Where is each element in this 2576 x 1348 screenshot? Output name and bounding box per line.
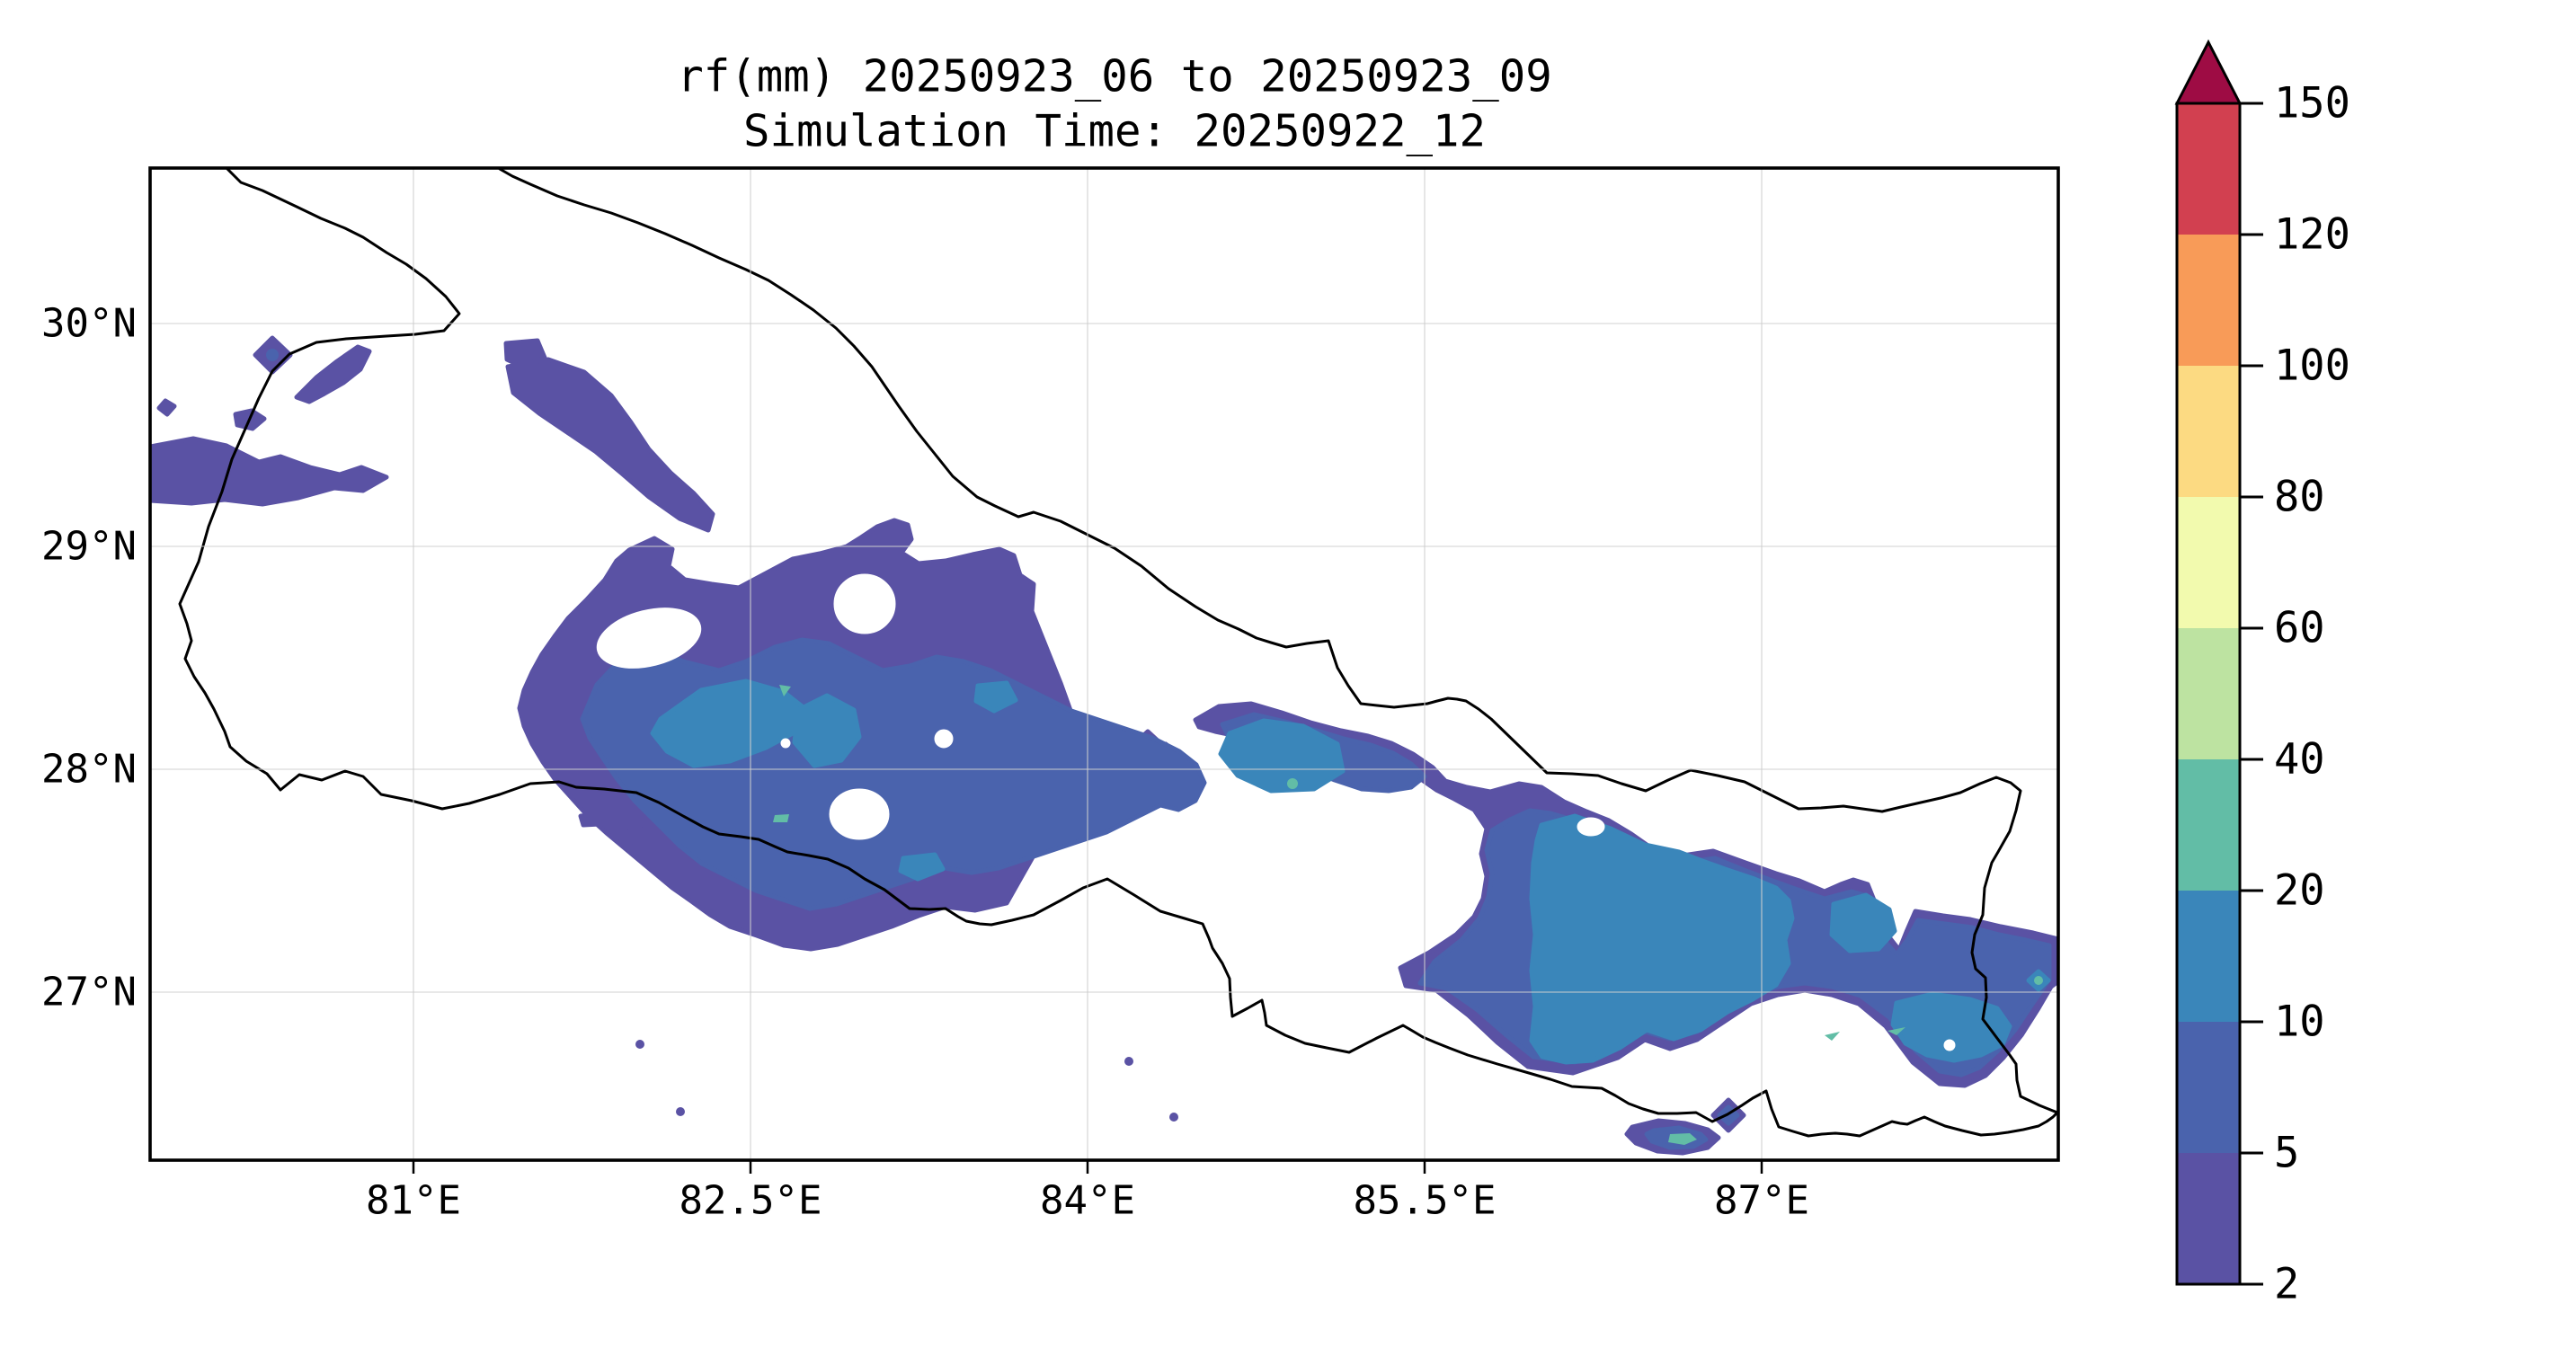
colorbar-outline xyxy=(2175,102,2242,1286)
contour-patch xyxy=(2034,976,2043,985)
nepal-border-path xyxy=(178,168,2058,1138)
contour-patch xyxy=(792,693,862,768)
y-axis-label-27n: 27°N xyxy=(41,970,137,1015)
rainfall-contours-10mm xyxy=(650,678,2051,1065)
colorbar-label-20: 20 xyxy=(2274,866,2325,916)
colorbar-label-150: 150 xyxy=(2274,79,2350,129)
contour-hole xyxy=(596,607,702,669)
gridlines xyxy=(150,168,2058,1160)
contour-patch xyxy=(973,680,1018,714)
colorbar-segment-2-5 xyxy=(2177,1153,2240,1284)
contour-holes xyxy=(596,573,1956,1051)
x-axis-label-85-5e: 85.5°E xyxy=(1354,1178,1497,1224)
y-axis-label-28n: 28°N xyxy=(41,747,137,793)
colorbar-segment-120-150 xyxy=(2177,103,2240,235)
colorbar-over-arrow xyxy=(2174,39,2243,105)
colorbar-segment-60-80 xyxy=(2177,497,2240,628)
x-axis-labels: 81°E 82.5°E 84°E 85.5°E 87°E xyxy=(366,1178,1809,1224)
contour-patch xyxy=(1287,778,1298,789)
colorbar-label-10: 10 xyxy=(2274,998,2325,1047)
colorbar-segment-80-100 xyxy=(2177,366,2240,497)
contour-hole xyxy=(780,738,791,749)
contour-hole xyxy=(1943,1039,1956,1051)
contour-patch xyxy=(773,814,789,822)
y-axis-label-29n: 29°N xyxy=(41,524,137,570)
colorbar-label-40: 40 xyxy=(2274,735,2325,785)
y-axis-label-30n: 30°N xyxy=(41,301,137,347)
colorbar-segment-20-40 xyxy=(2177,759,2240,891)
contour-patch xyxy=(505,357,715,533)
contour-patch xyxy=(676,1107,685,1116)
colorbar-segment-5-10 xyxy=(2177,1022,2240,1153)
contour-patch xyxy=(635,1040,644,1049)
contour-patch xyxy=(898,852,946,882)
contour-patch xyxy=(1890,991,2012,1063)
x-axis-label-81e: 81°E xyxy=(366,1178,461,1224)
contour-hole xyxy=(934,729,954,749)
contour-patch xyxy=(150,436,389,507)
contour-patch xyxy=(1124,1057,1133,1066)
contour-patch xyxy=(1169,1113,1178,1122)
colorbar-tick-labels: 2 5 10 20 40 60 80 100 120 150 xyxy=(2274,79,2350,1309)
contour-patch xyxy=(294,344,372,404)
contour-patch xyxy=(578,811,603,828)
colorbar-ticks xyxy=(2240,102,2263,1286)
colorbar: 2 5 10 20 40 60 80 100 120 150 xyxy=(2174,39,2350,1309)
colorbar-segment-40-60 xyxy=(2177,628,2240,759)
contour-patch xyxy=(1668,1133,1697,1145)
x-axis-ticks xyxy=(412,1160,1763,1174)
contour-hole xyxy=(833,573,896,634)
colorbar-label-5: 5 xyxy=(2274,1129,2299,1178)
map-area xyxy=(150,168,2058,1160)
contour-patch xyxy=(1218,718,1346,794)
contour-patch xyxy=(1829,892,1897,953)
colorbar-label-100: 100 xyxy=(2274,341,2350,391)
contour-patch xyxy=(156,398,177,417)
colorbar-label-80: 80 xyxy=(2274,473,2325,522)
colorbar-segment-100-120 xyxy=(2177,235,2240,366)
map-frame xyxy=(148,166,2060,1162)
x-axis-label-87e: 87°E xyxy=(1714,1178,1809,1224)
colorbar-label-2: 2 xyxy=(2274,1260,2299,1309)
colorbar-label-60: 60 xyxy=(2274,604,2325,653)
contour-patch xyxy=(650,678,812,768)
contour-hole xyxy=(1577,817,1605,837)
figure-title: rf(mm) 20250923_06 to 20250923_09 xyxy=(677,51,1552,102)
y-axis-labels: 30°N 29°N 28°N 27°N xyxy=(41,301,137,1015)
rainfall-contours-20mm xyxy=(773,685,2043,1145)
figure-subtitle: Simulation Time: 20250922_12 xyxy=(743,106,1486,157)
contour-patch xyxy=(1888,1027,1905,1035)
contour-hole xyxy=(829,788,890,840)
x-axis-label-82-5e: 82.5°E xyxy=(680,1178,822,1224)
x-axis-label-84e: 84°E xyxy=(1040,1178,1135,1224)
contour-patch xyxy=(779,685,791,696)
contour-patch xyxy=(1825,1032,1840,1041)
contour-patch xyxy=(1529,813,1795,1065)
colorbar-segment-10-20 xyxy=(2177,891,2240,1022)
colorbar-label-120: 120 xyxy=(2274,210,2350,260)
contour-patch xyxy=(266,349,279,361)
